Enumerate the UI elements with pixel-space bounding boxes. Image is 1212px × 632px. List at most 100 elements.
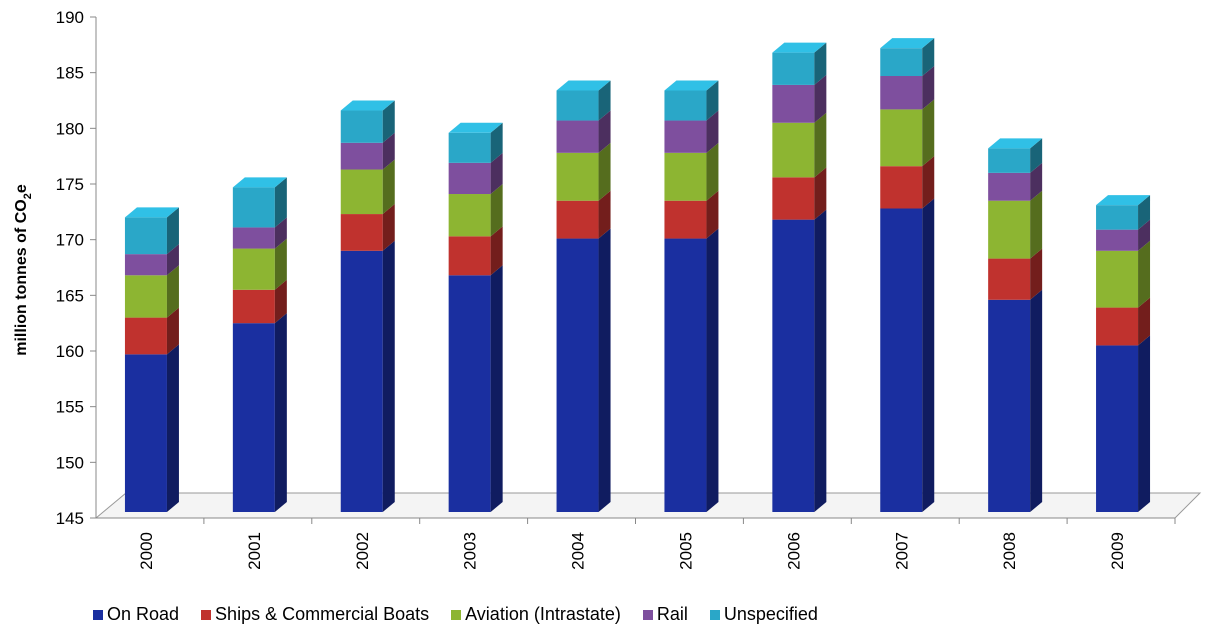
bar-side (274, 279, 287, 324)
bar-segment-2000-rail (124, 244, 179, 276)
bar-front (124, 217, 167, 255)
bars (124, 38, 1151, 513)
legend-label: Ships & Commercial Boats (215, 604, 430, 624)
bar-top (556, 80, 611, 91)
bar-segment-2004-on-road (556, 228, 611, 512)
bar-side (1138, 240, 1151, 308)
legend-swatch (93, 609, 103, 620)
bar-segment-2007-rail (880, 66, 935, 110)
bar-front (1096, 205, 1139, 230)
bar-segment-2003-aviation-intrastate- (448, 184, 503, 237)
bar-side (490, 226, 503, 276)
bar-front (1096, 345, 1139, 512)
bar-segment-2009-ships-commercial-boats (1096, 297, 1151, 346)
y-tick-label: 180 (56, 119, 84, 138)
bar-top (772, 42, 827, 53)
bar-side (1030, 248, 1043, 300)
bar-segment-2006-ships-commercial-boats (772, 167, 827, 220)
bar-top (232, 177, 287, 188)
bar-side (1138, 195, 1151, 230)
bar-top (124, 207, 179, 218)
bar-top (1096, 195, 1151, 206)
bar-front (448, 275, 491, 512)
bar-front (1096, 250, 1139, 308)
x-tick-label: 2004 (569, 532, 588, 570)
bar-front (664, 200, 707, 239)
bar-side (814, 42, 827, 85)
legend-swatch (709, 609, 720, 620)
legend-item: Unspecified (709, 604, 818, 625)
bar-side (274, 177, 287, 228)
bar-segment-2009-aviation-intrastate- (1096, 240, 1151, 308)
bar-front (340, 169, 383, 215)
bar-front (232, 323, 275, 512)
x-tick-labels: 2000 2001 2002 2003 2004 2005 2006 2007 2008 2009 (137, 518, 1176, 570)
bar-side (922, 99, 935, 167)
bar-stack-2008 (988, 138, 1043, 512)
bar-side (382, 159, 395, 215)
bar-segment-2008-unspecified (988, 138, 1043, 173)
bar-front (988, 258, 1031, 300)
bar-segment-2006-on-road (772, 209, 827, 513)
y-tick-label: 150 (56, 453, 84, 472)
bar-stack-2005 (664, 80, 719, 512)
x-tick-label: 2007 (892, 532, 911, 570)
bar-side (274, 217, 287, 249)
legend-label: On Road (107, 604, 180, 624)
bar-segment-2004-ships-commercial-boats (556, 190, 611, 239)
legend-label: Unspecified (723, 604, 818, 624)
bar-front (772, 84, 815, 123)
bar-side (814, 209, 827, 513)
y-tick-label: 160 (56, 342, 84, 361)
bar-side (706, 80, 719, 121)
bar-front (124, 317, 167, 355)
x-tick-label: 2001 (245, 532, 264, 570)
bar-side (166, 244, 179, 276)
y-tick-label: 165 (56, 286, 84, 305)
bar-front (556, 120, 599, 153)
bar-side (706, 190, 719, 239)
bar-side (382, 132, 395, 170)
bar-side (382, 240, 395, 513)
legend-swatch (642, 609, 653, 620)
bar-segment-2003-ships-commercial-boats (448, 226, 503, 276)
bar-side (1030, 289, 1043, 512)
bar-stack-2000 (124, 207, 179, 512)
x-tick-label: 2008 (1000, 532, 1019, 570)
bar-front (556, 152, 599, 201)
bar-front (988, 299, 1031, 512)
bar-side (382, 204, 395, 251)
bar-front (124, 254, 167, 276)
bar-stack-2002 (340, 100, 395, 513)
bar-segment-2005-on-road (664, 228, 719, 512)
bar-front (880, 166, 923, 209)
bar-side (1138, 219, 1151, 251)
bar-segment-2002-ships-commercial-boats (340, 204, 395, 251)
bar-stack-2006 (772, 42, 827, 513)
bar-side (598, 190, 611, 239)
legend-item: Ships & Commercial Boats (201, 604, 429, 625)
bar-segment-2002-aviation-intrastate- (340, 159, 395, 215)
bar-front (448, 162, 491, 195)
bar-segment-2006-unspecified (772, 42, 827, 85)
x-tick-label: 2000 (137, 532, 156, 570)
y-tick-label: 145 (56, 509, 84, 528)
bar-front (664, 90, 707, 121)
bar-side (166, 307, 179, 355)
y-tick-label: 170 (56, 231, 84, 250)
legend-item: On Road (93, 604, 179, 625)
bar-segment-2000-on-road (124, 344, 179, 512)
bar-front (988, 200, 1031, 259)
y-axis-label: million tonnes of CO2e (13, 184, 34, 356)
bar-front (988, 172, 1031, 201)
bar-side (706, 142, 719, 201)
bar-top (340, 100, 395, 111)
bar-side (490, 152, 503, 195)
bar-front (772, 122, 815, 178)
bar-front (556, 200, 599, 239)
bar-side (490, 265, 503, 512)
y-tick-labels: 145 150 155 160 165 170 175 180 185 190 (56, 8, 96, 528)
bar-front (340, 142, 383, 170)
bar-front (772, 52, 815, 85)
